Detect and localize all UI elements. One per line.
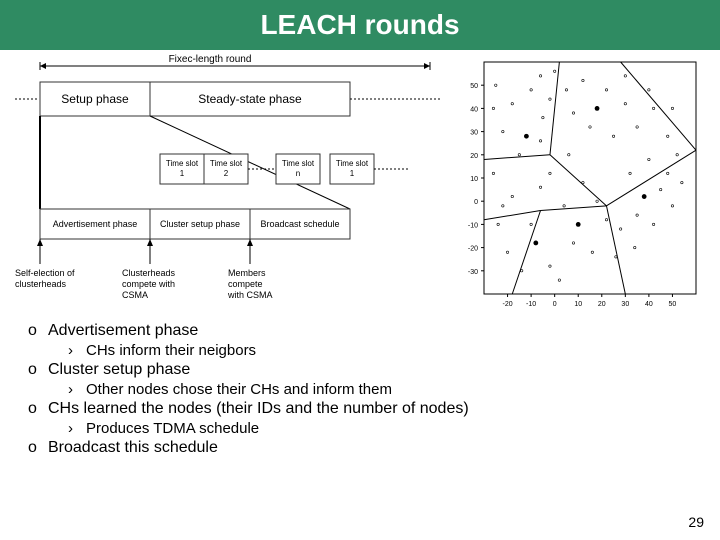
subphase-adv: Advertisement phase: [53, 219, 138, 229]
bullet-text: Other nodes chose their CHs and inform t…: [86, 381, 392, 398]
bullet-lvl2: ›Produces TDMA schedule: [28, 420, 700, 437]
subphase-cluster: Cluster setup phase: [160, 219, 240, 229]
svg-text:0: 0: [474, 199, 478, 206]
svg-text:CSMA: CSMA: [122, 290, 148, 300]
svg-text:-30: -30: [468, 269, 478, 276]
title-bar: LEACH rounds: [0, 0, 720, 50]
svg-text:-10: -10: [468, 222, 478, 229]
slot-n: Time slot: [282, 159, 315, 168]
svg-text:10: 10: [574, 301, 582, 308]
voronoi-diagram: -30 -20 -10 0 10 20 30 40 50 -20 -10 0 10 20 30 40 50: [456, 54, 706, 314]
bullet-lvl1: oBroadcast this schedule: [28, 439, 700, 457]
svg-text:1: 1: [350, 169, 355, 178]
annot-self-elect: Self-election of: [15, 268, 75, 278]
page-title: LEACH rounds: [260, 9, 459, 41]
svg-text:-10: -10: [526, 301, 536, 308]
bullet-text: Advertisement phase: [48, 322, 198, 340]
top-label: Fixec-length round: [169, 54, 252, 65]
diagrams-row: Fixec-length round Setup phase Steady-st…: [0, 50, 720, 314]
phase-steady: Steady-state phase: [198, 92, 302, 106]
bullet-marker: o: [28, 439, 48, 457]
bullet-lvl1: oCHs learned the nodes (their IDs and th…: [28, 400, 700, 418]
bullet-marker: o: [28, 400, 48, 418]
svg-text:with CSMA: with CSMA: [227, 290, 273, 300]
bullet-marker: ›: [68, 381, 86, 398]
svg-text:30: 30: [470, 130, 478, 137]
bullet-lvl2: ›Other nodes chose their CHs and inform …: [28, 381, 700, 398]
svg-text:2: 2: [224, 169, 229, 178]
svg-text:clusterheads: clusterheads: [15, 279, 67, 289]
svg-text:1: 1: [180, 169, 185, 178]
phase-setup: Setup phase: [61, 92, 129, 106]
bullet-text: Broadcast this schedule: [48, 439, 218, 457]
bullet-list: oAdvertisement phase›CHs inform their ne…: [0, 314, 720, 457]
slot-2: Time slot: [210, 159, 243, 168]
timing-diagram: Fixec-length round Setup phase Steady-st…: [10, 54, 450, 314]
svg-text:20: 20: [598, 301, 606, 308]
svg-text:20: 20: [470, 153, 478, 160]
bullet-marker: ›: [68, 342, 86, 359]
annot-ch-csma: Clusterheads: [122, 268, 176, 278]
bullet-text: Cluster setup phase: [48, 361, 190, 379]
svg-text:40: 40: [645, 301, 653, 308]
svg-text:n: n: [296, 169, 300, 178]
svg-text:10: 10: [470, 176, 478, 183]
svg-text:0: 0: [553, 301, 557, 308]
svg-text:30: 30: [621, 301, 629, 308]
bullet-text: Produces TDMA schedule: [86, 420, 259, 437]
svg-text:50: 50: [669, 301, 677, 308]
svg-text:40: 40: [470, 106, 478, 113]
bullet-text: CHs inform their neigbors: [86, 342, 256, 359]
page-number: 29: [688, 514, 704, 530]
svg-text:-20: -20: [468, 246, 478, 253]
slot-1b: Time slot: [336, 159, 369, 168]
bullet-text: CHs learned the nodes (their IDs and the…: [48, 400, 469, 418]
bullet-lvl1: oCluster setup phase: [28, 361, 700, 379]
bullet-lvl1: oAdvertisement phase: [28, 322, 700, 340]
bullet-marker: ›: [68, 420, 86, 437]
annot-mem-csma: Members: [228, 268, 266, 278]
bullet-lvl2: ›CHs inform their neigbors: [28, 342, 700, 359]
bullet-marker: o: [28, 361, 48, 379]
slot-1: Time slot: [166, 159, 199, 168]
subphase-broadcast: Broadcast schedule: [260, 219, 339, 229]
svg-text:-20: -20: [502, 301, 512, 308]
svg-text:50: 50: [470, 83, 478, 90]
bullet-marker: o: [28, 322, 48, 340]
svg-text:compete: compete: [228, 279, 263, 289]
svg-text:compete with: compete with: [122, 279, 175, 289]
